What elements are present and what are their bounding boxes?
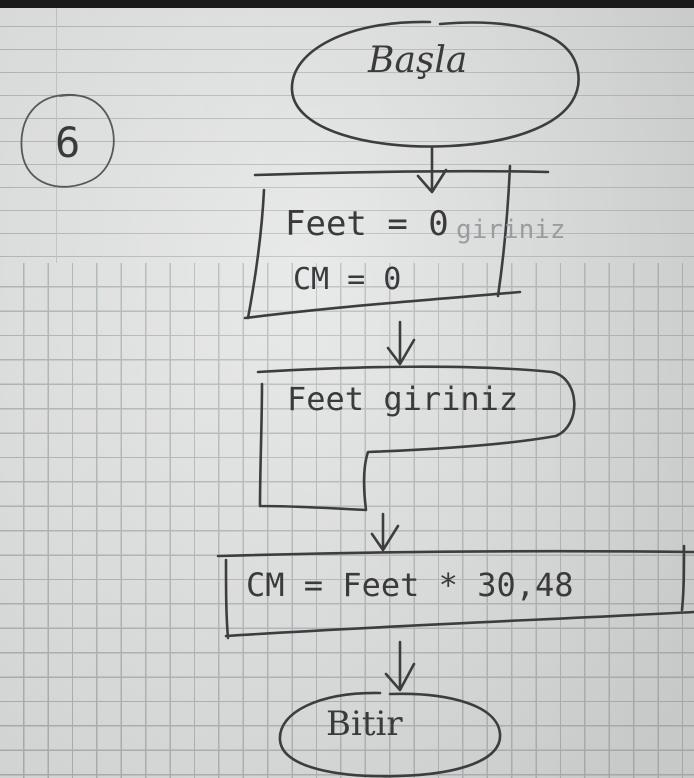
- init-cm-label: CM = 0: [293, 262, 402, 297]
- start-label: Başla: [368, 40, 468, 81]
- init-box-shape: [243, 164, 550, 320]
- end-terminal-shape: [278, 691, 502, 778]
- init-feet-label: Feet = 0: [285, 204, 449, 244]
- process-label: CM = Feet * 30,48: [246, 566, 574, 604]
- arrow-4-head: [384, 662, 416, 692]
- ghost-text: giriniz: [456, 215, 566, 245]
- arrow-1-head: [416, 168, 448, 194]
- input-box-shape: [256, 365, 576, 512]
- page-number: 6: [55, 118, 81, 167]
- arrow-2-head: [386, 338, 416, 366]
- page-number-circle: [20, 94, 115, 188]
- start-terminal-shape: [290, 20, 580, 148]
- grid-paper: [0, 263, 694, 778]
- input-label: Feet giriniz: [287, 380, 519, 418]
- end-label: Bitir: [326, 704, 403, 744]
- process-box-shape: [216, 544, 694, 640]
- arrow-3-head: [370, 524, 400, 552]
- margin-line: [56, 8, 57, 263]
